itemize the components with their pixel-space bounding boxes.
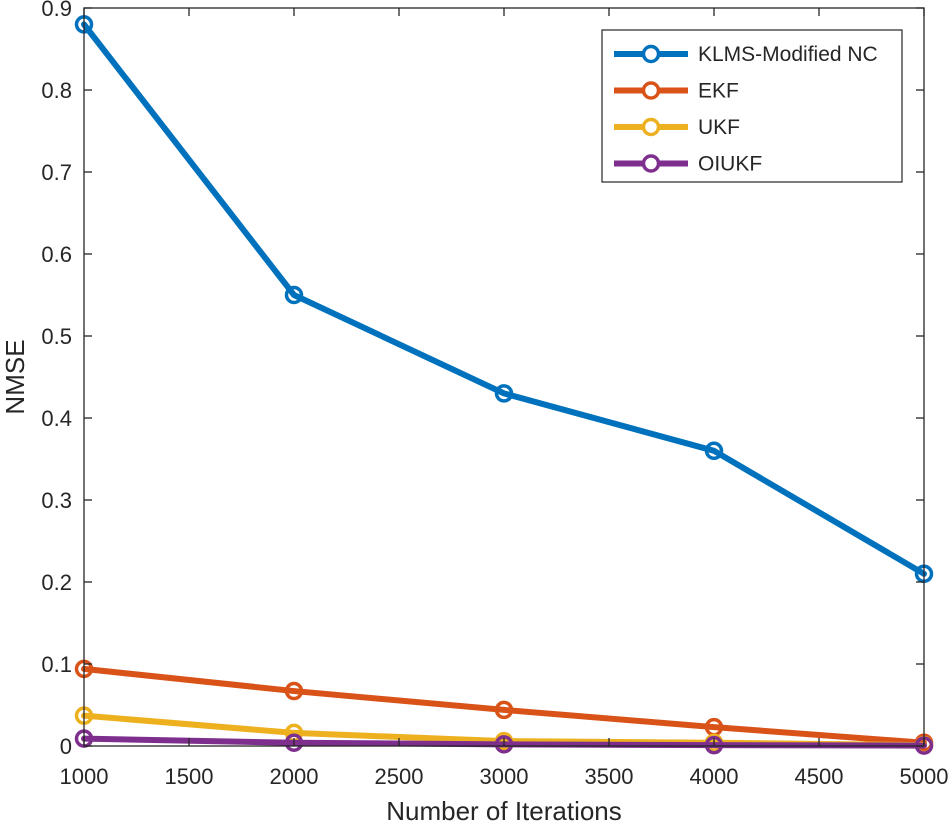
legend-label: KLMS-Modified NC — [698, 43, 878, 66]
y-tick-label: 0.2 — [41, 570, 72, 595]
y-tick-label: 0.8 — [41, 78, 72, 103]
x-tick-label: 1000 — [60, 764, 109, 789]
x-tick-label: 2000 — [270, 764, 319, 789]
data-point — [494, 384, 514, 403]
legend-marker — [641, 154, 661, 173]
data-point — [494, 700, 514, 720]
legend: KLMS-Modified NC EKF UKF OIUKF — [601, 29, 903, 183]
y-tick-label: 0 — [60, 734, 72, 759]
data-point — [494, 735, 514, 754]
legend-marker — [641, 81, 661, 100]
legend-marker — [641, 44, 661, 64]
legend-marker — [641, 117, 661, 137]
data-point — [284, 733, 304, 752]
y-tick-label: 0.5 — [41, 324, 72, 349]
legend-label: EKF — [698, 80, 739, 103]
data-point — [284, 285, 304, 305]
data-point — [284, 681, 304, 701]
legend-item: OIUKF — [614, 153, 762, 176]
x-tick-label: 1500 — [165, 764, 214, 789]
x-tick-label: 4500 — [795, 764, 844, 789]
y-tick-label: 0.9 — [41, 0, 72, 21]
axes-layer: 1000 1500 2000 2500 3000 3500 4000 4500 5000 0 0.1… — [41, 0, 948, 789]
series-line — [81, 665, 927, 746]
data-point — [704, 441, 724, 461]
data-point — [704, 735, 724, 755]
x-tick-label: 5000 — [900, 764, 949, 789]
y-tick-label: 0.6 — [41, 242, 72, 267]
y-tick-label: 0.3 — [41, 488, 72, 513]
x-tick-label: 4000 — [690, 764, 739, 789]
x-tick-label: 2500 — [375, 764, 424, 789]
legend-item: EKF — [614, 80, 739, 103]
legend-item: UKF — [614, 116, 740, 139]
x-tick-label: 3000 — [480, 764, 529, 789]
y-tick-label: 0.1 — [41, 652, 72, 677]
y-tick-label: 0.4 — [41, 406, 72, 431]
series-line — [81, 21, 927, 577]
y-tick-label: 0.7 — [41, 160, 72, 185]
legend-label: OIUKF — [698, 153, 762, 176]
x-axis-label: Number of Iterations — [386, 796, 622, 826]
y-axis-label: NMSE — [0, 339, 30, 414]
x-tick-label: 3500 — [585, 764, 634, 789]
legend-item: KLMS-Modified NC — [614, 43, 878, 66]
legend-label: UKF — [698, 116, 740, 139]
